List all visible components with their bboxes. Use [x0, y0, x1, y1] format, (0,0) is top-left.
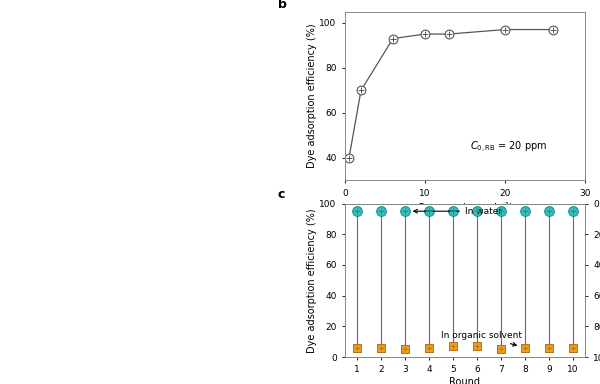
- Point: [424, 345, 434, 351]
- Y-axis label: Dye adsorption efficiency (%): Dye adsorption efficiency (%): [307, 208, 317, 353]
- Point: [388, 35, 398, 41]
- Point: [356, 87, 366, 93]
- Point: [568, 208, 578, 214]
- Point: [352, 208, 362, 214]
- Text: b: b: [278, 0, 287, 11]
- Point: [448, 343, 458, 349]
- Y-axis label: Dye adsorption efficiency (%): Dye adsorption efficiency (%): [307, 24, 317, 168]
- Point: [444, 31, 454, 37]
- Point: [520, 345, 530, 351]
- Point: [472, 343, 482, 349]
- Point: [496, 346, 506, 353]
- Point: [352, 345, 362, 351]
- Point: [400, 346, 410, 353]
- Text: c: c: [278, 188, 285, 201]
- X-axis label: Round: Round: [449, 377, 481, 384]
- Point: [344, 155, 354, 161]
- Point: [544, 208, 554, 214]
- Point: [500, 26, 510, 33]
- Point: [544, 345, 554, 351]
- Point: [424, 208, 434, 214]
- Point: [420, 31, 430, 37]
- Point: [520, 208, 530, 214]
- Point: [400, 208, 410, 214]
- Point: [376, 208, 386, 214]
- Point: [548, 26, 558, 33]
- Point: [472, 208, 482, 214]
- Text: In organic solvent: In organic solvent: [441, 331, 522, 346]
- Point: [448, 208, 458, 214]
- Text: $C_{\mathrm{0, RB}}$ = 20 ppm: $C_{\mathrm{0, RB}}$ = 20 ppm: [470, 140, 547, 155]
- Point: [568, 345, 578, 351]
- X-axis label: $C_{\mathrm{HL+HBPs}}$ (mg mL$^{-1}$): $C_{\mathrm{HL+HBPs}}$ (mg mL$^{-1}$): [416, 200, 514, 217]
- Text: In water: In water: [414, 207, 502, 216]
- Point: [496, 208, 506, 214]
- Point: [376, 345, 386, 351]
